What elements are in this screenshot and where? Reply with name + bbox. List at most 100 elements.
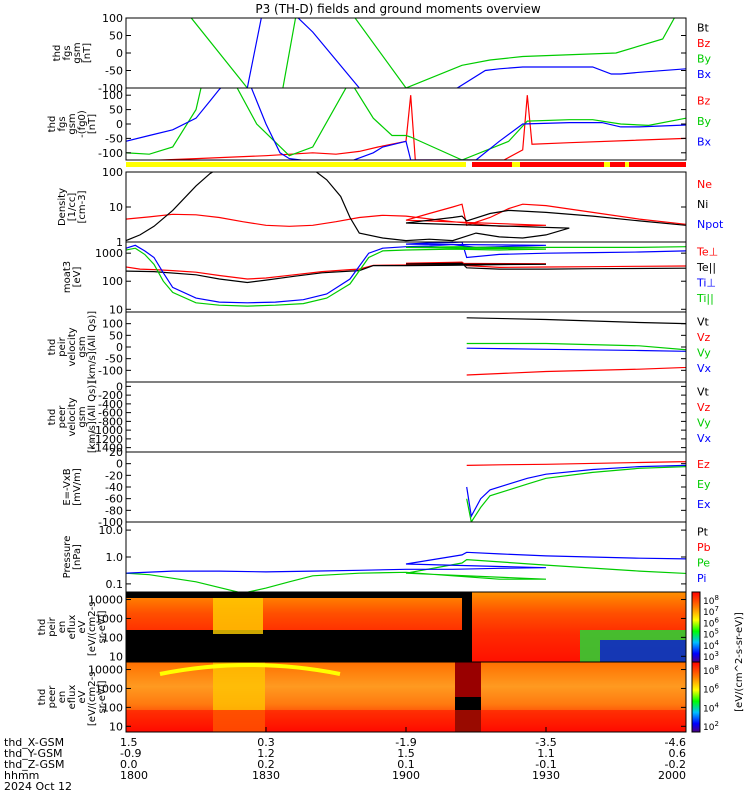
legend-Vt: Vt [697,315,710,328]
y-tick-label: 10000 [88,664,123,677]
legend-Vz: Vz [697,401,711,414]
y-tick-label: 10.0 [99,524,124,537]
series-Ex-line [466,463,686,519]
series-Ti-line [126,245,686,307]
y-tick-label: -1000 [91,424,123,437]
y-axis-label: thd [37,689,48,706]
x-tick-label: 0.1 [397,758,415,771]
status-bar-yellow [126,162,466,167]
legend-Bt: Bt [697,21,710,34]
legend-Vy: Vy [697,416,711,429]
y-tick-label: -100 [98,147,123,160]
legend-Ni: Ni [697,198,708,211]
legend-Vt: Vt [697,385,710,398]
legend-By: By [697,115,712,128]
y-axis-label: gsm [72,42,83,63]
y-axis-label: gsm [77,406,88,427]
panel-5-traces [466,317,686,376]
x-tick-label: 1830 [252,769,280,782]
series-Pt-line [685,522,686,523]
y-axis-label: thd [52,45,63,62]
panel-1-traces [190,18,686,88]
x-row-label: hhmm [4,769,39,782]
y-tick-label: 0 [116,118,123,131]
y-tick-label: 1000 [95,682,123,695]
y-tick-label: -100 [98,82,123,95]
legend-Ti: Ti|| [696,292,714,305]
series-Vz-line [466,359,686,376]
legend-Pe: Pe [697,556,710,569]
x-tick-label: -4.6 [665,736,686,749]
x-row-label: thd_Z-GSM [4,758,64,771]
y-axis-label: [mV/m] [72,468,83,506]
y-tick-label: 100 [102,318,123,331]
y-tick-label: 10 [109,303,123,316]
y-axis-label: [nT] [87,114,98,134]
y-axis-label: E=-VxB [62,468,73,505]
y-axis-label: [nPa] [72,544,83,570]
series-Te-line [126,262,686,284]
y-axis-label: fgs [62,45,73,60]
series-Vx-line [466,345,686,352]
y-axis-label: [km/s](All Qs)] [87,311,98,383]
y-tick-label: 50 [109,104,123,117]
y-tick-label: -80 [105,504,123,517]
colorbar-1 [691,591,701,663]
y-tick-label: 0.1 [106,578,124,591]
legend-Pi: Pi [697,572,706,585]
y-tick-label: 1000 [95,247,123,260]
y-tick-label: -50 [105,132,123,145]
y-axis-label: sr-eV)] [97,680,108,713]
legend-Npot: Npot [697,218,724,231]
y-tick-label: 50 [109,329,123,342]
y-tick-label: 10000 [88,594,123,607]
y-axis-label: peer [57,405,68,429]
x-tick-label: 1930 [532,769,560,782]
y-axis-label: Density [57,188,68,226]
y-axis-label: en [57,691,68,704]
legend-Ez: Ez [697,458,710,471]
y-tick-label: 100 [102,89,123,102]
y-tick-label: -100 [98,364,123,377]
x-tick-label: 1900 [392,769,420,782]
y-axis-label: [eV/(cm2-s- [87,668,98,727]
spectrogram-10 [126,662,686,732]
y-tick-label: 20 [109,446,123,459]
legend-Vx: Vx [697,432,712,445]
y-axis-label: en [57,621,68,634]
series-Bx-line [246,18,686,88]
y-tick-label: -200 [98,389,123,402]
legend-Ex: Ex [697,498,711,511]
panel-7-traces [466,461,686,522]
panel-frame [125,87,687,161]
series-Bx-line [126,88,686,160]
y-tick-label: -1200 [91,433,123,446]
y-tick-label: 0 [116,380,123,393]
spectrogram-low-energy-void [126,630,466,662]
y-tick-label: 100 [102,275,123,288]
x-tick-label: 1800 [120,769,148,782]
series-Bz-line [145,95,686,160]
status-bar-yellow-gap [512,162,520,167]
status-bar [126,162,686,167]
legend-Te: Te|| [696,261,716,274]
series-Ez-line [466,461,686,466]
x-tick-label: 1.2 [257,747,275,760]
panel-2-traces [126,88,686,160]
legend-Vx: Vx [697,362,712,375]
spectrogram-gap [462,592,472,662]
colorbar-2 [691,661,701,733]
x-tick-label: 1.5 [120,736,138,749]
y-tick-label: 10 [109,201,123,214]
spectrogram-high-energy-void [126,592,466,598]
y-tick-label: 10 [109,720,123,733]
x-tick-label: 0.2 [257,758,275,771]
y-tick-label: -800 [98,415,123,428]
x-tick-label: 2000 [658,769,686,782]
panel-3-traces [126,172,686,242]
x-tick-label: -0.2 [665,758,686,771]
panel-frame [125,381,687,453]
y-axis-label: peir [47,616,58,636]
legend-Te: Te⊥ [696,245,718,258]
y-axis-label: gsm [67,113,78,134]
